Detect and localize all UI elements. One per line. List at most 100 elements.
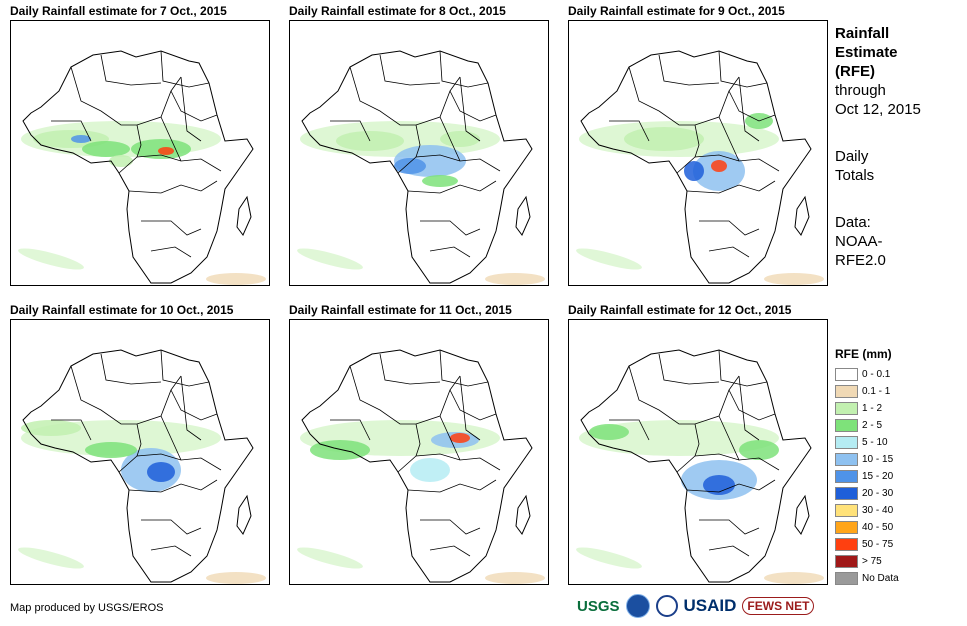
country-border <box>170 389 218 421</box>
legend-item: 15 - 20 <box>835 468 899 485</box>
heading-line: (RFE) <box>835 63 875 80</box>
country-border <box>676 453 780 473</box>
rain-area <box>450 433 470 443</box>
rain-area <box>206 273 266 285</box>
map-description: Rainfall Estimate (RFE) through Oct 12, … <box>835 24 960 270</box>
country-border <box>459 76 481 142</box>
madagascar <box>794 195 810 236</box>
legend-swatch <box>835 419 858 432</box>
country-border <box>70 66 182 126</box>
country-border <box>449 90 497 122</box>
country-border <box>708 246 750 258</box>
heading-line: Rainfall <box>835 25 890 42</box>
rain-area <box>206 572 266 584</box>
rain-area <box>684 161 704 181</box>
country-border <box>429 545 471 557</box>
legend-swatch <box>835 572 858 585</box>
legend-swatch <box>835 470 858 483</box>
country-border <box>738 375 760 441</box>
country-border <box>686 479 776 493</box>
map-panel-6: Daily Rainfall estimate for 12 Oct., 201… <box>568 303 830 585</box>
map-panel-5: Daily Rainfall estimate for 11 Oct., 201… <box>289 303 551 585</box>
panel-title: Daily Rainfall estimate for 12 Oct., 201… <box>568 303 792 317</box>
country-border <box>100 54 162 86</box>
rain-area <box>576 547 642 569</box>
rain-area <box>394 158 426 174</box>
rain-area <box>18 547 84 569</box>
legend-label: > 75 <box>862 556 882 567</box>
data-label: Data: <box>835 214 871 231</box>
country-border <box>609 120 650 142</box>
country-border <box>349 365 461 425</box>
rfe-legend: RFE (mm) 0 - 0.1 0.1 - 1 1 - 2 2 - 5 5 - 10 1… <box>835 347 899 587</box>
legend-item: 10 - 15 <box>835 451 899 468</box>
legend-swatch <box>835 538 858 551</box>
legend-item: 2 - 5 <box>835 417 899 434</box>
legend-label: 1 - 2 <box>862 403 883 414</box>
country-border <box>699 519 760 535</box>
data-source: RFE2.0 <box>835 252 886 269</box>
legend-item: 0 - 0.1 <box>835 366 899 383</box>
map-panel-1: Daily Rainfall estimate for 7 Oct., 2015 <box>10 4 272 286</box>
rainfall-map <box>289 20 549 286</box>
panel-title: Daily Rainfall estimate for 7 Oct., 2015 <box>10 4 227 18</box>
legend-label: 10 - 15 <box>862 454 894 465</box>
country-border <box>686 180 776 194</box>
rain-area <box>109 155 133 167</box>
rain-area <box>764 273 824 285</box>
country-border <box>728 389 776 421</box>
map-panel-3: Daily Rainfall estimate for 9 Oct., 2015 <box>568 4 830 286</box>
rain-area <box>485 572 545 584</box>
country-border <box>150 246 192 258</box>
legend-swatch <box>835 368 858 381</box>
country-border <box>628 365 740 425</box>
data-source: NOAA- <box>835 233 883 250</box>
country-border <box>449 389 497 421</box>
country-border <box>136 124 142 158</box>
country-border <box>379 54 441 86</box>
legend-label: 30 - 40 <box>862 505 894 516</box>
rainfall-map <box>10 20 270 286</box>
country-border <box>330 419 371 441</box>
legend-swatch <box>835 453 858 466</box>
legend-label: 5 - 10 <box>862 437 888 448</box>
country-border <box>397 453 501 473</box>
legend-label: 20 - 30 <box>862 488 894 499</box>
country-border <box>160 415 182 461</box>
country-border <box>170 90 218 122</box>
rain-area <box>703 475 735 495</box>
map-credit: Map produced by USGS/EROS <box>10 602 164 614</box>
madagascar <box>794 494 810 535</box>
country-border <box>718 349 768 387</box>
country-border <box>676 154 780 174</box>
rain-area <box>82 141 130 157</box>
country-border <box>180 375 202 441</box>
country-border <box>180 76 202 142</box>
legend-item: 30 - 40 <box>835 502 899 519</box>
country-border <box>141 519 202 535</box>
rain-area <box>158 147 174 155</box>
fews-net-logo: FEWS NET <box>742 597 815 615</box>
legend-swatch <box>835 487 858 500</box>
legend-label: 0.1 - 1 <box>862 386 891 397</box>
totals-label: Totals <box>835 167 875 184</box>
country-border <box>118 154 222 174</box>
rain-area <box>297 547 363 569</box>
country-border <box>718 50 768 88</box>
rainfall-map <box>289 319 549 585</box>
country-border <box>397 154 501 174</box>
country-border <box>708 545 750 557</box>
country-border <box>141 220 202 236</box>
country-border <box>407 180 497 194</box>
country-border <box>718 415 740 461</box>
legend-label: 15 - 20 <box>862 471 894 482</box>
country-border <box>330 120 371 142</box>
coastline <box>301 349 533 583</box>
panel-title: Daily Rainfall estimate for 11 Oct., 201… <box>289 303 512 317</box>
country-border <box>439 415 461 461</box>
rain-area <box>440 131 480 147</box>
legend-item: 40 - 50 <box>835 519 899 536</box>
country-border <box>51 419 92 441</box>
country-border <box>718 116 740 162</box>
madagascar <box>515 195 531 236</box>
